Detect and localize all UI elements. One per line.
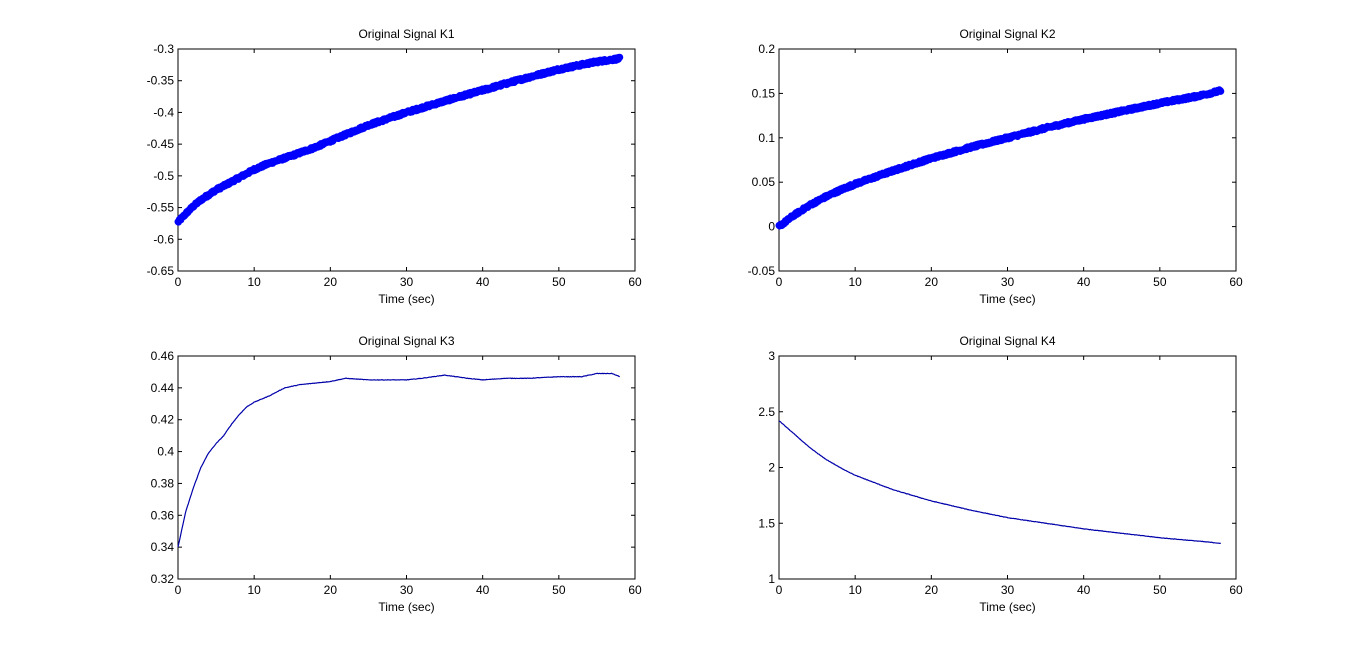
y-tick-label-k3: 0.38: [151, 476, 175, 490]
x-axis-label-k3: Time (sec): [378, 600, 434, 614]
x-axis-label-k4: Time (sec): [979, 600, 1035, 614]
y-tick-label-k4: 1.5: [758, 516, 775, 530]
y-tick-label-k3: 0.4: [157, 445, 174, 459]
x-tick-label-k1: 10: [247, 275, 261, 289]
y-tick-label-k1: -0.65: [147, 264, 175, 278]
x-tick-label-k4: 50: [1153, 583, 1167, 597]
data-series-k1: [174, 53, 624, 226]
x-tick-label-k4: 10: [848, 583, 862, 597]
y-tick-label-k1: -0.4: [153, 105, 174, 119]
subplot-k3: Original Signal K3 Time (sec) 0 10 20 30 40 5…: [151, 334, 642, 614]
y-tick-label-k2: 0.05: [752, 175, 776, 189]
x-axis-label-k2: Time (sec): [979, 292, 1035, 306]
y-tick-label-k3: 0.44: [151, 381, 175, 395]
x-tick-label-k3: 10: [247, 583, 261, 597]
x-tick-label-k2: 30: [1001, 275, 1015, 289]
x-tick-label-k2: 50: [1153, 275, 1167, 289]
x-tick-label-k1: 20: [324, 275, 338, 289]
y-tick-label-k4: 2: [768, 461, 775, 475]
y-tick-label-k2: -0.05: [748, 264, 776, 278]
x-tick-label-k2: 60: [1229, 275, 1243, 289]
y-tick-label-k2: 0: [768, 220, 775, 234]
subplot-k1: Original Signal K1 Time (sec) 0 10 20 30 40 5…: [147, 27, 642, 306]
x-tick-label-k2: 10: [848, 275, 862, 289]
y-tick-label-k1: -0.55: [147, 201, 175, 215]
x-tick-label-k4: 60: [1229, 583, 1243, 597]
x-axis-label-k1: Time (sec): [378, 292, 434, 306]
y-tick-label-k3: 0.46: [151, 349, 175, 363]
y-tick-label-k1: -0.3: [153, 42, 174, 56]
y-tick-label-k4: 1: [768, 572, 775, 586]
x-tick-label-k3: 50: [552, 583, 566, 597]
x-tick-label-k1: 40: [476, 275, 490, 289]
plot-title-k1: Original Signal K1: [358, 27, 454, 41]
y-tick-label-k4: 2.5: [758, 405, 775, 419]
y-tick-label-k1: -0.5: [153, 169, 174, 183]
data-series-k3: [177, 372, 620, 548]
subplot-k2: Original Signal K2 Time (sec) 0 10 20 30 40 5…: [748, 27, 1243, 306]
y-tick-label-k4: 3: [768, 349, 775, 363]
x-tick-label-k4: 20: [925, 583, 939, 597]
y-tick-label-k2: 0.2: [758, 42, 775, 56]
data-series-k4: [778, 420, 1221, 544]
x-tick-label-k1: 50: [552, 275, 566, 289]
y-tick-label-k1: -0.35: [147, 74, 175, 88]
plot-title-k2: Original Signal K2: [959, 27, 1055, 41]
subplot-k4: Original Signal K4 Time (sec) 0 10 20 30 40 5…: [758, 334, 1243, 614]
plot-title-k4: Original Signal K4: [959, 334, 1055, 348]
x-tick-label-k4: 30: [1001, 583, 1015, 597]
plot-title-k3: Original Signal K3: [358, 334, 454, 348]
x-tick-label-k1: 30: [400, 275, 414, 289]
x-tick-label-k2: 20: [925, 275, 939, 289]
x-tick-label-k4: 0: [776, 583, 783, 597]
x-tick-label-k2: 0: [776, 275, 783, 289]
x-tick-label-k3: 0: [175, 583, 182, 597]
data-series-k2: [775, 86, 1225, 230]
x-tick-label-k1: 60: [628, 275, 642, 289]
y-tick-label-k1: -0.45: [147, 137, 175, 151]
x-tick-label-k3: 60: [628, 583, 642, 597]
x-tick-label-k3: 40: [476, 583, 490, 597]
x-tick-label-k3: 20: [324, 583, 338, 597]
y-tick-label-k1: -0.6: [153, 232, 174, 246]
y-tick-label-k3: 0.42: [151, 413, 175, 427]
x-tick-label-k1: 0: [175, 275, 182, 289]
y-tick-label-k3: 0.32: [151, 572, 175, 586]
x-tick-label-k2: 40: [1077, 275, 1091, 289]
x-tick-label-k4: 40: [1077, 583, 1091, 597]
y-tick-label-k3: 0.34: [151, 540, 175, 554]
y-tick-label-k3: 0.36: [151, 508, 175, 522]
y-tick-label-k2: 0.1: [758, 131, 775, 145]
y-tick-label-k2: 0.15: [752, 86, 776, 100]
x-tick-label-k3: 30: [400, 583, 414, 597]
